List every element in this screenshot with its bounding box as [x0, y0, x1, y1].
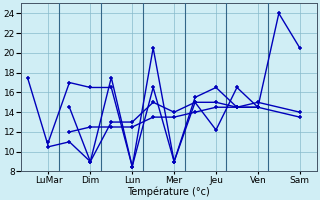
X-axis label: Température (°c): Température (°c) — [127, 186, 210, 197]
